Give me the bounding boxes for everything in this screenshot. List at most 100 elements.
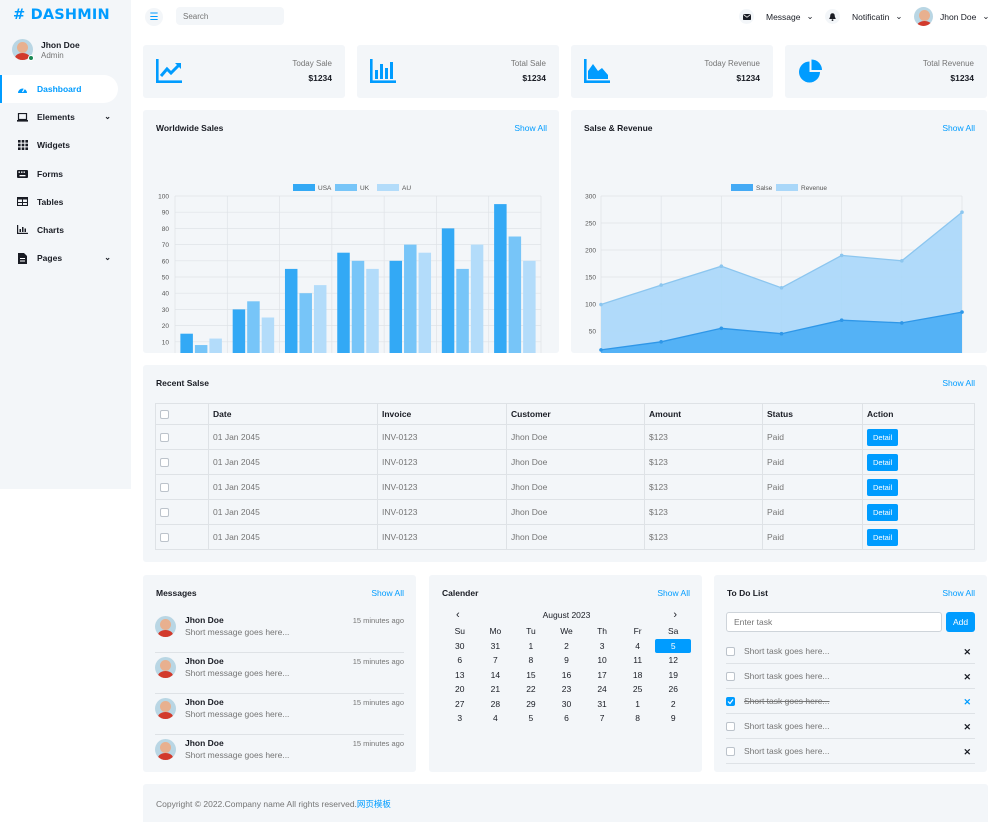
calendar-day[interactable]: 18: [632, 669, 643, 680]
detail-button[interactable]: Detail: [867, 503, 899, 521]
calendar-day[interactable]: 15: [526, 669, 536, 680]
detail-button[interactable]: Detail: [867, 428, 899, 446]
show-all-link[interactable]: Show All: [371, 588, 404, 598]
sidebar-item-tables[interactable]: Tables: [0, 188, 131, 216]
message-item[interactable]: Jhon Doe 15 minutes ago Short message go…: [155, 736, 404, 776]
user-dropdown[interactable]: Jhon Doe ⌄: [914, 7, 990, 26]
sidebar-item-dashboard[interactable]: Dashboard: [0, 75, 118, 104]
calendar-day[interactable]: 29: [526, 698, 536, 709]
calendar-day[interactable]: 12: [668, 655, 678, 665]
calendar-day[interactable]: 6: [457, 655, 463, 665]
todo-checkbox[interactable]: [726, 646, 735, 656]
calendar-day[interactable]: 9: [670, 713, 676, 723]
column-header[interactable]: Customer: [506, 403, 645, 425]
calendar-day[interactable]: 31: [490, 640, 501, 651]
calendar-day[interactable]: 6: [564, 713, 569, 723]
column-header[interactable]: Date: [208, 403, 378, 425]
todo-checkbox[interactable]: [726, 671, 735, 681]
show-all-link[interactable]: Show All: [514, 123, 547, 133]
add-task-button[interactable]: Add: [946, 612, 975, 632]
calendar-day[interactable]: 21: [490, 684, 501, 694]
chevron-right-icon[interactable]: ›: [673, 609, 677, 621]
calendar-day[interactable]: 4: [492, 713, 498, 723]
calendar-day[interactable]: 24: [597, 684, 607, 694]
sidebar-item-pages[interactable]: Pages ⌄: [0, 244, 131, 272]
show-all-link[interactable]: Show All: [942, 123, 975, 133]
detail-button[interactable]: Detail: [867, 528, 899, 546]
calendar-day[interactable]: 8: [635, 713, 640, 723]
calendar-day[interactable]: 3: [599, 640, 605, 651]
column-header[interactable]: Status: [762, 403, 863, 425]
todo-checkbox[interactable]: [726, 746, 735, 756]
calendar-day[interactable]: 1: [635, 698, 640, 709]
notification-dropdown[interactable]: Notificatin ⌄: [825, 9, 902, 24]
todo-checkbox[interactable]: [726, 696, 735, 706]
column-header[interactable]: Amount: [644, 403, 763, 425]
detail-button[interactable]: Detail: [867, 478, 899, 496]
calendar-day[interactable]: 17: [597, 669, 607, 680]
select-all-checkbox[interactable]: [160, 410, 169, 420]
calendar-day[interactable]: 28: [490, 698, 501, 709]
calendar-day[interactable]: 13: [455, 669, 465, 680]
calendar-day[interactable]: 2: [564, 640, 569, 651]
show-all-link[interactable]: Show All: [942, 588, 975, 598]
brand-logo[interactable]: # DASHMIN: [13, 7, 110, 23]
column-header[interactable]: Invoice: [377, 403, 507, 425]
sidebar-item-charts[interactable]: Charts: [0, 216, 131, 244]
calendar-day[interactable]: 14: [490, 669, 501, 680]
calendar-day[interactable]: 26: [668, 684, 678, 694]
calendar-day[interactable]: 20: [455, 684, 465, 694]
show-all-link[interactable]: Show All: [657, 588, 690, 598]
chevron-left-icon[interactable]: ‹: [456, 609, 460, 621]
calendar-day[interactable]: 30: [455, 640, 465, 651]
search-input[interactable]: [176, 7, 284, 25]
calendar-day[interactable]: 30: [561, 698, 572, 709]
close-icon[interactable]: ✕: [963, 722, 971, 732]
detail-button[interactable]: Detail: [867, 453, 899, 471]
calendar-day[interactable]: 7: [492, 655, 498, 665]
sidebar-item-elements[interactable]: Elements ⌄: [0, 103, 131, 131]
calendar-day[interactable]: 8: [528, 655, 534, 665]
calendar-day[interactable]: 11: [633, 655, 643, 665]
close-icon[interactable]: ✕: [963, 647, 971, 657]
calendar-day[interactable]: 4: [635, 640, 640, 651]
close-icon[interactable]: ✕: [963, 697, 971, 707]
row-checkbox[interactable]: [160, 433, 169, 443]
calendar-day[interactable]: 3: [457, 713, 463, 723]
sidebar-item-forms[interactable]: Forms: [0, 160, 131, 188]
cell-action: Detail: [862, 474, 975, 500]
calendar-day[interactable]: 23: [561, 684, 572, 694]
calendar-day[interactable]: 9: [564, 655, 569, 665]
task-input[interactable]: [726, 612, 942, 632]
calendar-day[interactable]: 19: [668, 669, 678, 680]
stat-card-total-revenue: Total Revenue $1234: [785, 45, 987, 98]
point-salse: [659, 340, 663, 344]
sidebar-item-widgets[interactable]: Widgets: [0, 131, 131, 159]
close-icon[interactable]: ✕: [963, 747, 971, 757]
calendar-day[interactable]: 16: [561, 669, 572, 680]
footer-link[interactable]: 网页模板: [356, 799, 391, 809]
calendar-day[interactable]: 22: [526, 684, 536, 694]
message-item[interactable]: Jhon Doe 15 minutes ago Short message go…: [155, 695, 404, 735]
calendar-day[interactable]: 1: [528, 640, 534, 651]
message-item[interactable]: Jhon Doe 15 minutes ago Short message go…: [155, 613, 404, 653]
calendar-day[interactable]: 5: [528, 713, 534, 723]
message-item[interactable]: Jhon Doe 15 minutes ago Short message go…: [155, 654, 404, 694]
close-icon[interactable]: ✕: [963, 672, 971, 682]
row-checkbox[interactable]: [160, 458, 169, 468]
calendar-day[interactable]: 10: [597, 655, 607, 665]
calendar-day[interactable]: 7: [599, 713, 605, 723]
calendar-day[interactable]: 25: [632, 684, 643, 694]
calendar-day[interactable]: 31: [597, 698, 607, 709]
column-header[interactable]: Action: [862, 403, 975, 425]
menu-toggle-button[interactable]: ☰: [145, 8, 163, 26]
todo-checkbox[interactable]: [726, 721, 735, 731]
row-checkbox[interactable]: [160, 533, 169, 543]
row-checkbox[interactable]: [160, 508, 169, 518]
calendar-day[interactable]: 27: [455, 698, 465, 709]
row-checkbox[interactable]: [160, 483, 169, 493]
show-all-link[interactable]: Show All: [942, 378, 975, 388]
calendar-day[interactable]: 2: [670, 698, 676, 709]
message-dropdown[interactable]: Message ⌄: [739, 9, 814, 24]
calendar-day[interactable]: 5: [655, 638, 691, 653]
